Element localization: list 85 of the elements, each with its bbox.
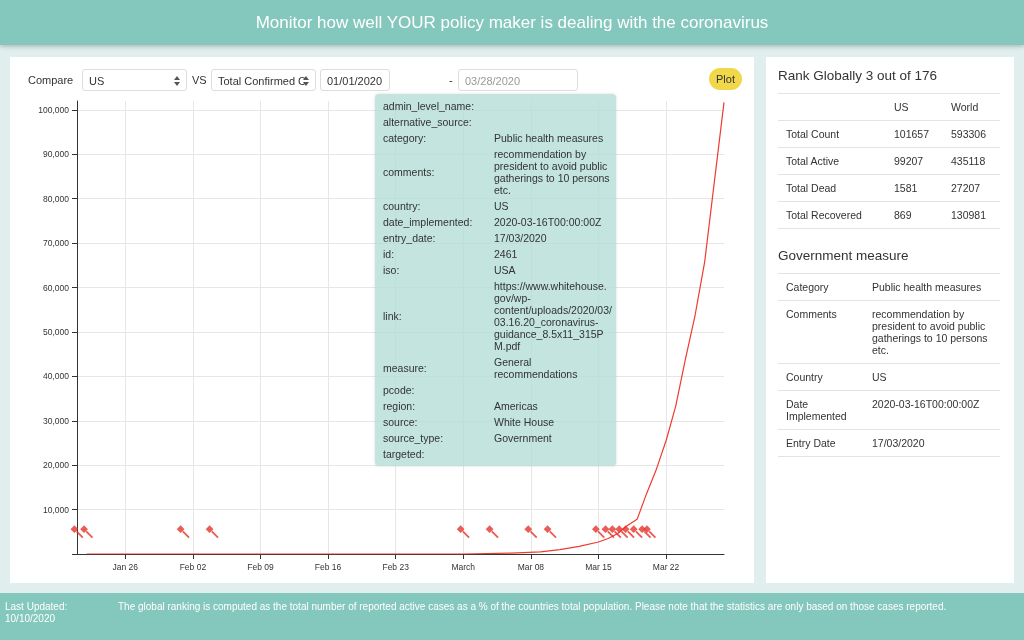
- text: US: [872, 371, 887, 383]
- text: The global ranking is computed as the total number of reported active cases as a % of the countries total population. Please note that the statistics are only based on those cases reported.: [118, 601, 948, 613]
- text: 130981: [951, 209, 987, 221]
- category-label: Total Count: [786, 128, 840, 140]
- text: Plot: [709, 68, 742, 90]
- x-tick-label: Feb 02: [179, 561, 207, 572]
- category-label: alternative_source:: [383, 116, 472, 128]
- category-label: source:: [383, 416, 418, 428]
- text: Rank Globally 3 out of 176: [778, 68, 939, 83]
- text: VS: [192, 73, 208, 88]
- text: General recommendations: [494, 356, 578, 380]
- y-tick-label: 50,000: [43, 326, 70, 337]
- text: https://www.whitehouse.gov/wp-content/uploads/2020/03/03.16.20_coronavirus-guidance_8.5x11_315PM.pdf: [494, 280, 612, 352]
- text: 435118: [951, 155, 986, 167]
- text: Government: [494, 432, 552, 444]
- text: 03/28/2020: [458, 69, 578, 91]
- category-label: date_implemented:: [383, 216, 473, 228]
- category-label: category:: [383, 132, 427, 144]
- category-label: Country: [786, 371, 823, 383]
- y-tick-label: 90,000: [43, 149, 70, 160]
- text: 1581: [894, 182, 918, 194]
- x-tick-label: Feb 23: [382, 561, 410, 572]
- text: 17/03/2020: [494, 232, 547, 244]
- line-series: [86, 101, 725, 555]
- text: Public health measures: [494, 132, 604, 144]
- text: 27207: [951, 182, 981, 194]
- y-tick-label: 20,000: [43, 460, 70, 471]
- text: Americas: [494, 400, 538, 412]
- x-tick-label: Jan 26: [112, 561, 139, 572]
- y-tick-label: 100,000: [38, 104, 70, 115]
- text: Compare: [28, 73, 75, 88]
- text: 99207: [894, 155, 924, 167]
- category-label: pcode:: [383, 384, 415, 396]
- text: 593306: [951, 128, 987, 140]
- y-tick-label: 70,000: [43, 238, 70, 249]
- text: USA: [494, 264, 516, 276]
- x-tick-label: Mar 08: [517, 561, 545, 572]
- category-label: iso:: [383, 264, 400, 276]
- text: -: [449, 73, 454, 88]
- text: recommendation by president to avoid public gatherings to 10 persons etc.: [494, 148, 610, 196]
- text: White House: [494, 416, 555, 428]
- x-tick-label: Feb 16: [314, 561, 342, 572]
- category-label: World: [943, 93, 1000, 121]
- y-tick-label: 30,000: [43, 415, 70, 426]
- category-label: entry_date:: [383, 232, 436, 244]
- x-tick-label: March: [451, 561, 476, 572]
- chart-title: Monitor how well YOUR policy maker is dealing with the coronavirus: [0, 0, 1024, 45]
- y-tick-label: 60,000: [43, 282, 70, 293]
- category-label: link:: [383, 310, 402, 322]
- text: Public health measures: [872, 281, 982, 293]
- category-label: Total Recovered: [786, 209, 862, 221]
- category-label: US: [886, 93, 943, 121]
- text: Last Updated: 10/10/2020: [5, 601, 69, 625]
- category-label: country:: [383, 200, 421, 212]
- x-tick-label: Mar 15: [585, 561, 612, 572]
- category-label: comments:: [383, 166, 435, 178]
- text: 2020-03-16T00:00:00Z: [872, 398, 980, 410]
- text: Government measure: [778, 248, 910, 263]
- text: recommendation by president to avoid public gatherings to 10 persons etc.: [872, 308, 988, 356]
- x-tick-label: Mar 22: [652, 561, 680, 572]
- y-tick-label: 10,000: [43, 504, 70, 515]
- text: 2020-03-16T00:00:00Z: [494, 216, 602, 228]
- text: US: [82, 69, 187, 91]
- category-label: region:: [383, 400, 416, 412]
- category-label: source_type:: [383, 432, 444, 444]
- text: 101657: [894, 128, 930, 140]
- text: US: [494, 200, 509, 212]
- text: 2461: [494, 248, 518, 260]
- category-label: Category: [786, 281, 829, 293]
- category-label: Entry Date: [786, 437, 836, 449]
- category-label: Total Active: [786, 155, 840, 167]
- category-label: Comments: [786, 308, 837, 320]
- text: 869: [894, 209, 912, 221]
- category-label: id:: [383, 248, 395, 260]
- x-tick-label: Feb 09: [247, 561, 274, 572]
- category-label: Total Dead: [786, 182, 837, 194]
- category-label: Date Implemented: [786, 398, 847, 422]
- category-label: admin_level_name:: [383, 100, 475, 112]
- text: 01/01/2020: [320, 69, 390, 91]
- y-tick-label: 80,000: [43, 193, 70, 204]
- text: 17/03/2020: [872, 437, 925, 449]
- category-label: measure:: [383, 362, 427, 374]
- text: Total Confirmed C: [211, 69, 316, 91]
- y-tick-label: 40,000: [43, 371, 70, 382]
- category-label: targeted:: [383, 448, 425, 460]
